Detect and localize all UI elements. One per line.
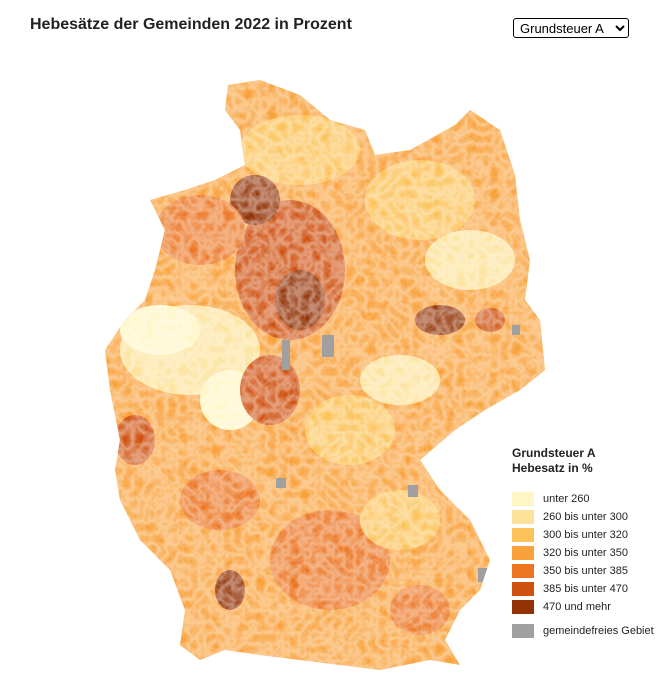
legend-item: 470 und mehr <box>512 598 662 616</box>
legend-label: 320 bis unter 350 <box>543 547 629 559</box>
legend-label: 300 bis unter 320 <box>543 529 629 541</box>
tax-selector[interactable]: Grundsteuer A <box>513 18 629 38</box>
title: Hebesätze der Gemeinden 2022 in Prozent <box>30 16 352 33</box>
legend-label: 385 bis unter 470 <box>543 583 629 595</box>
legend-items: unter 260 260 bis unter 300 300 bis unter … <box>512 490 662 640</box>
legend-swatch <box>512 624 534 638</box>
legend-swatch <box>512 564 534 578</box>
legend-swatch <box>512 510 534 524</box>
legend-item: 385 bis unter 470 <box>512 580 662 598</box>
legend-item: unter 260 <box>512 490 662 508</box>
legend-item: gemeindefreies Gebiet <box>512 622 662 640</box>
legend-swatch <box>512 582 534 596</box>
legend-item: 350 bis unter 385 <box>512 562 662 580</box>
legend-label: 470 und mehr <box>543 601 611 613</box>
legend-label: 350 bis unter 385 <box>543 565 629 577</box>
legend: Grundsteuer A Hebesatz in % unter 260 260… <box>512 446 662 640</box>
legend-item: 320 bis unter 350 <box>512 544 662 562</box>
legend-item: 300 bis unter 320 <box>512 526 662 544</box>
legend-label: gemeindefreies Gebiet <box>543 625 654 637</box>
germany-map <box>105 80 545 670</box>
legend-swatch <box>512 492 534 506</box>
legend-swatch <box>512 528 534 542</box>
legend-title: Grundsteuer A Hebesatz in % <box>512 446 596 475</box>
legend-label: 260 bis unter 300 <box>543 511 629 523</box>
legend-label: unter 260 <box>543 493 590 505</box>
legend-swatch <box>512 600 534 614</box>
legend-swatch <box>512 546 534 560</box>
legend-item: 260 bis unter 300 <box>512 508 662 526</box>
